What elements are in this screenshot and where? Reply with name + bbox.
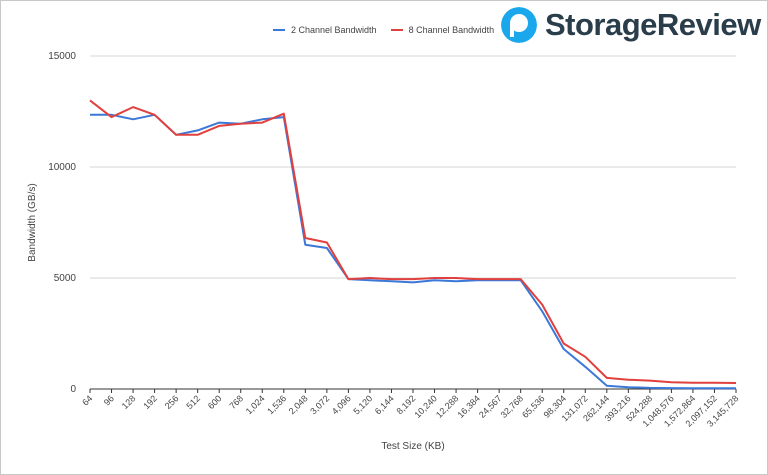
x-tick-label: 10,240 [412,393,439,420]
x-axis-title: Test Size (KB) [381,441,444,452]
y-tick-label: 0 [70,384,76,395]
x-tick-label: 16,384 [455,393,482,420]
x-tick-label: 12,288 [434,393,461,420]
legend-swatch-series-1 [390,29,403,31]
x-tick-label: 6,144 [373,393,396,416]
legend-item-series-1: 8 Channel Bandwidth [390,25,495,35]
legend-swatch-series-0 [273,29,285,31]
y-tick-label: 5000 [54,273,77,284]
logo-mark-icon [501,7,537,43]
x-tick-label: 600 [206,393,224,411]
legend-item-series-0: 2 Channel Bandwidth [273,25,377,35]
storagereview-logo: StorageReview [501,7,761,43]
x-tick-label: 65,536 [520,393,547,420]
x-tick-label: 2,048 [287,393,310,416]
x-tick-label: 512 [184,393,202,411]
x-tick-label: 1,024 [244,393,267,416]
chart-legend: 2 Channel Bandwidth 8 Channel Bandwidth [273,25,494,35]
x-tick-label: 24,567 [477,393,504,420]
legend-label-series-1: 8 Channel Bandwidth [408,25,495,35]
x-tick-label: 32,768 [499,393,526,420]
y-tick-label: 10000 [48,162,76,173]
y-tick-label: 15000 [48,51,76,62]
x-tick-label: 256 [163,393,181,411]
x-tick-label: 128 [120,393,138,411]
y-axis-title: Bandwidth (GB/s) [27,183,38,261]
x-tick-label: 768 [227,393,245,411]
x-tick-label: 192 [141,393,159,411]
x-tick-label: 96 [102,393,116,407]
logo-text: StorageReview [545,7,761,42]
x-tick-label: 3,072 [308,393,331,416]
series-line-0 [90,113,736,390]
x-tick-label: 4,096 [330,393,353,416]
legend-label-series-0: 2 Channel Bandwidth [291,25,377,35]
series-line-1 [89,99,737,384]
x-tick-label: 1,536 [265,393,288,416]
x-tick-label: 64 [80,393,94,407]
x-tick-label: 5,120 [351,393,374,416]
